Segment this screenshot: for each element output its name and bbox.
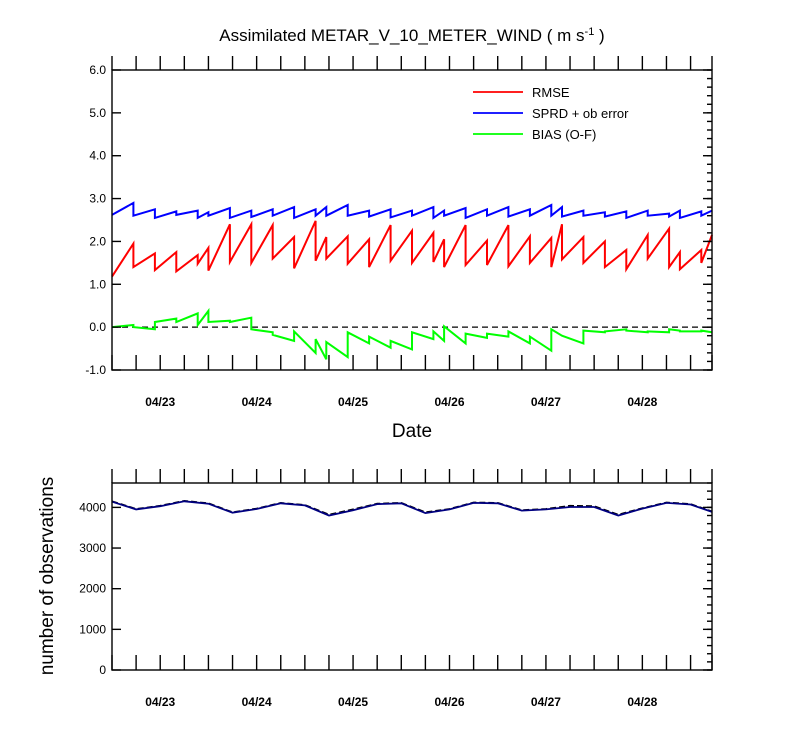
x-tick-label: 04/26 [434,395,464,409]
y-tick-label: 0.0 [89,320,106,334]
top-panel-xlabel: Date [392,421,432,442]
legend: RMSE SPRD + ob error BIAS (O-F) [473,85,629,142]
x-tick-label: 04/27 [531,395,561,409]
bottom-panel: 0 1000 2000 3000 4000 04/23 04/24 04/25 04/26 04/… [37,469,713,709]
y-tick-label: 4000 [79,500,106,514]
y-tick-label: 1.0 [89,277,106,291]
x-tick-label: 04/25 [338,695,368,709]
bottom-panel-ticks: 0 1000 2000 3000 4000 04/23 04/24 04/25 04/26 04/… [79,469,713,709]
legend-label: BIAS (O-F) [532,127,596,142]
x-tick-label: 04/28 [627,695,657,709]
x-tick-label: 04/26 [434,695,464,709]
x-tick-label: 04/23 [145,695,175,709]
legend-label: SPRD + ob error [532,106,629,121]
bottom-panel-ylabel: number of observations [37,477,58,676]
top-panel-series [111,201,713,360]
x-tick-label: 04/25 [338,395,368,409]
y-tick-label: 2000 [79,582,106,596]
series-sprd-ob-error-line [111,201,713,220]
bottom-panel-series [111,499,713,517]
y-tick-label: 0 [99,663,106,677]
y-tick-label: 5.0 [89,106,106,120]
series-bias-o-f-line [111,307,713,360]
y-tick-label: 3000 [79,541,106,555]
x-tick-label: 04/28 [627,395,657,409]
top-panel-ticks: -1.0 0.0 1.0 2.0 3.0 4.0 5.0 6.0 04/23 04/24 04/25… [85,56,713,409]
chart-title: Assimilated METAR_V_10_METER_WIND ( m s-… [219,26,604,45]
y-tick-label: 6.0 [89,63,106,77]
legend-label: RMSE [532,85,570,100]
x-tick-label: 04/23 [145,395,175,409]
y-tick-label: 1000 [79,622,106,636]
x-tick-label: 04/27 [531,695,561,709]
x-tick-label: 04/24 [242,695,272,709]
y-tick-label: 2.0 [89,234,106,248]
x-tick-label: 04/24 [242,395,272,409]
y-tick-label: 4.0 [89,149,106,163]
series-assimilated-line [111,500,713,517]
top-panel-frame [111,69,713,371]
y-tick-label: -1.0 [85,363,106,377]
top-panel: -1.0 0.0 1.0 2.0 3.0 4.0 5.0 6.0 04/23 04/24 04/25… [85,56,713,442]
series-rmse-line [111,220,713,278]
bottom-panel-frame [111,482,713,671]
y-tick-label: 3.0 [89,192,106,206]
